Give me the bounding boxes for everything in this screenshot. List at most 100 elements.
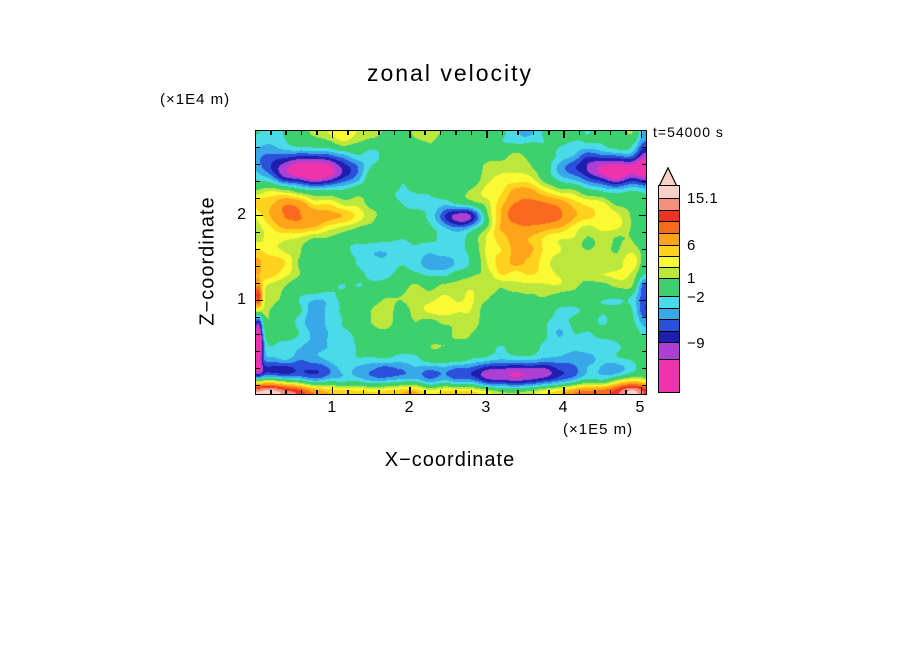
colorbar [658,167,680,393]
axis-tick [517,390,519,394]
axis-tick [316,390,318,394]
axis-tick [578,131,581,135]
axis-tick [256,350,260,353]
colorbar-segment [659,255,679,267]
axis-tick [256,367,260,370]
colorbar-segment [659,197,679,210]
axis-tick [331,387,334,394]
x-tick-label: 4 [558,399,568,416]
axis-tick [256,231,260,234]
axis-tick [256,282,260,285]
axis-tick [256,384,260,387]
axis-tick [642,146,646,149]
axis-tick [362,131,365,135]
colorbar-segment [659,342,679,359]
x-tick-label: 2 [404,399,414,416]
colorbar-segment [659,266,679,278]
colorbar-segment [659,296,679,308]
axis-tick [316,131,318,135]
axis-tick [532,390,535,394]
colorbar-segment [659,319,679,331]
axis-tick [424,390,426,394]
colorbar-tick-label: −9 [687,334,706,352]
x-axis-unit-label: (×1E5 m) [563,421,634,438]
chart-title: zonal velocity [366,60,534,86]
axis-tick [486,131,488,138]
axis-tick [639,299,646,302]
axis-tick [642,180,646,183]
axis-tick [642,248,646,251]
axis-tick [501,131,504,135]
axis-tick [347,390,349,394]
axis-tick [578,390,581,394]
axis-tick [409,131,411,138]
axis-tick [256,248,260,251]
colorbar-segment [659,186,679,198]
axis-tick [256,333,260,336]
axis-tick [285,390,287,394]
axis-tick [642,197,646,200]
axis-tick [517,131,519,135]
colorbar-segment [659,307,679,320]
axis-tick [470,131,473,135]
axis-tick [486,387,488,394]
axis-tick [563,387,565,394]
y-tick-label: 1 [237,290,246,308]
axis-tick [270,390,272,394]
axis-tick [256,316,260,319]
axis-tick [409,387,411,394]
axis-tick [642,367,646,370]
colorbar-tick-label: 15.1 [687,189,719,207]
axis-tick [642,282,646,285]
axis-tick [424,131,426,135]
axis-tick [501,390,504,394]
axis-tick [256,163,260,166]
colorbar-segment [659,233,679,246]
axis-tick [642,316,646,319]
axis-tick [256,214,263,217]
axis-tick [439,390,442,394]
axis-tick [393,131,396,135]
axis-tick [640,387,643,394]
colorbar-segment [659,221,679,234]
axis-tick [470,390,473,394]
axis-tick [256,197,260,200]
y-axis-unit-label: (×1E4 m) [160,91,231,108]
axis-tick [532,131,535,135]
axis-tick [609,131,612,135]
colorbar-tick-label: 6 [687,237,696,255]
axis-tick [256,299,263,302]
axis-tick [378,390,380,394]
x-axis-title: X−coordinate [384,449,516,471]
axis-tick [548,390,550,394]
axis-tick [300,390,303,394]
axis-tick [642,350,646,353]
axis-tick [548,131,550,135]
colorbar-segment [659,245,679,256]
axis-tick [285,131,287,135]
colorbar-arrow-icon [658,167,678,186]
axis-tick [594,390,596,394]
axis-tick [609,390,612,394]
axis-tick [256,265,260,268]
axis-tick [270,131,272,135]
axis-tick [455,131,457,135]
axis-tick [256,146,260,149]
axis-tick [640,131,643,138]
axis-tick [378,131,380,135]
x-tick-label: 5 [635,399,645,416]
axis-tick [642,231,646,234]
axis-tick [347,131,349,135]
x-tick-label: 1 [327,399,337,416]
contour-field-canvas [256,131,646,394]
axis-tick [642,384,646,387]
axis-tick [642,333,646,336]
x-tick-label: 3 [481,399,491,416]
axis-tick [455,390,457,394]
colorbar-segment [659,358,679,392]
axis-tick [642,265,646,268]
axis-tick [563,131,565,138]
colorbar-tick-label: 1 [687,270,696,288]
axis-tick [300,131,303,135]
